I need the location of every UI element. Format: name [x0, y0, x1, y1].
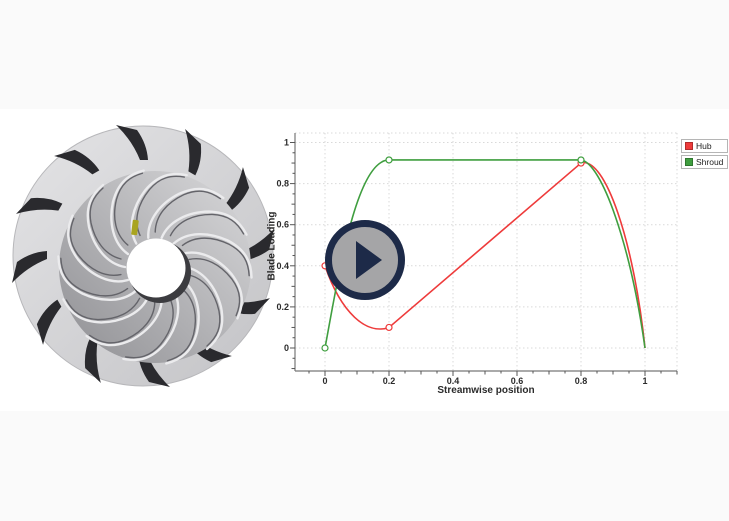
legend-item-shroud[interactable]: Shroud: [681, 155, 729, 169]
legend-item-hub[interactable]: Hub: [681, 139, 729, 153]
x-axis-title: Streamwise position: [437, 385, 535, 396]
y-tick-label: 0.4: [276, 261, 289, 271]
video-play-button[interactable]: [325, 220, 405, 300]
shroud-series-swatch: [685, 158, 693, 166]
y-tick-label: 0.2: [276, 302, 289, 312]
x-tick-label: 0.2: [383, 376, 396, 386]
control-point-shroud[interactable]: [577, 156, 585, 164]
y-axis-title: Blade Loading: [266, 211, 278, 281]
blade-loading-chart: 0 0.2 0.4 0.6 0.8 1 0 0.2 0.4 0.6 0.8 1: [276, 132, 678, 386]
y-tick-label: 0.8: [276, 179, 289, 189]
highlight-marker: [131, 219, 139, 236]
x-tick-label: 0.4: [447, 376, 460, 386]
chart-legend: Hub Shroud: [681, 139, 729, 171]
impeller-3d-render: [12, 125, 274, 387]
control-point-shroud[interactable]: [321, 344, 329, 352]
legend-label-shroud: Shroud: [696, 157, 724, 167]
control-point-hub[interactable]: [385, 323, 393, 332]
x-tick-label: 0.8: [575, 376, 588, 386]
impeller-bore: [126, 238, 186, 298]
y-tick-label: 1: [284, 138, 289, 148]
hub-series-swatch: [685, 142, 693, 150]
legend-label-hub: Hub: [696, 141, 712, 151]
x-tick-label: 0: [322, 376, 327, 386]
x-tick-label: 1: [642, 376, 647, 386]
play-icon: [356, 241, 382, 279]
control-point-shroud[interactable]: [385, 156, 393, 164]
y-tick-label: 0.6: [276, 220, 289, 230]
y-tick-label: 0: [284, 343, 289, 353]
series-curve-hub: [324, 162, 646, 349]
x-tick-label: 0.6: [511, 376, 524, 386]
